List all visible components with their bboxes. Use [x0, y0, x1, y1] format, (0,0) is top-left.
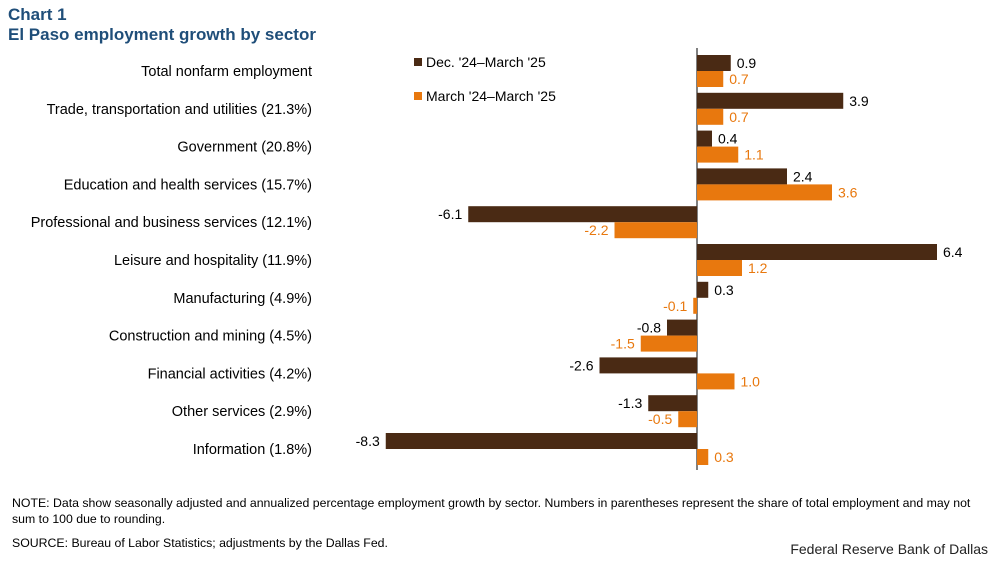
bar-dec-mar: [667, 319, 697, 336]
bar-yoy: [640, 335, 697, 352]
bar-yoy: [697, 146, 739, 163]
data-label-yoy: -0.5: [648, 411, 672, 427]
legend-swatch-yoy: [414, 92, 422, 100]
bar-yoy: [697, 449, 709, 465]
category-label: Government (20.8%): [177, 140, 312, 156]
chart-title: El Paso employment growth by sector: [8, 25, 316, 44]
bar-yoy: [697, 373, 735, 390]
category-label: Financial activities (4.2%): [148, 366, 312, 382]
bar-yoy: [697, 71, 724, 87]
bar-dec-mar: [385, 433, 697, 449]
data-label-yoy: 0.7: [729, 71, 749, 87]
data-label-yoy: -2.2: [584, 222, 608, 238]
publisher-credit: Federal Reserve Bank of Dallas: [790, 541, 988, 557]
bar-dec-mar: [697, 168, 787, 185]
category-label: Information (1.8%): [193, 442, 312, 458]
data-label-dec-mar: 0.4: [718, 131, 738, 147]
bar-yoy: [697, 184, 832, 201]
bar-dec-mar: [468, 206, 697, 223]
category-label: Trade, transportation and utilities (21.…: [47, 102, 312, 118]
data-label-yoy: -1.5: [611, 336, 635, 352]
data-label-dec-mar: -0.8: [637, 320, 661, 336]
data-label-yoy: 0.3: [714, 449, 734, 465]
category-label: Total nonfarm employment: [141, 64, 312, 80]
category-label: Manufacturing (4.9%): [173, 291, 312, 307]
bar-yoy: [697, 108, 724, 125]
bar-dec-mar: [697, 55, 731, 71]
legend-label-yoy: March '24–March '25: [426, 88, 556, 104]
chart-label: Chart 1: [8, 5, 67, 24]
category-label: Professional and business services (12.1…: [31, 215, 312, 231]
data-label-yoy: 3.6: [838, 184, 858, 200]
bar-yoy: [678, 411, 697, 428]
chart-source: SOURCE: Bureau of Labor Statistics; adju…: [12, 536, 388, 550]
data-label-dec-mar: 6.4: [943, 244, 963, 260]
bar-dec-mar: [648, 395, 697, 412]
data-label-yoy: 1.0: [741, 373, 761, 389]
bar-yoy: [697, 260, 742, 276]
data-label-dec-mar: 2.4: [793, 168, 813, 184]
bar-dec-mar: [599, 357, 697, 374]
bar-yoy: [693, 297, 697, 314]
data-label-dec-mar: -2.6: [569, 357, 593, 373]
category-label: Other services (2.9%): [172, 404, 312, 420]
legend-swatch-dec-mar: [414, 58, 422, 66]
data-label-dec-mar: 0.9: [737, 55, 757, 71]
data-label-dec-mar: 3.9: [849, 93, 869, 109]
data-label-yoy: -0.1: [663, 298, 687, 314]
chart-note: NOTE: Data show seasonally adjusted and …: [12, 496, 971, 526]
bar-yoy: [614, 222, 697, 239]
bar-dec-mar: [697, 281, 709, 298]
data-label-dec-mar: 0.3: [714, 282, 734, 298]
bar-dec-mar: [697, 244, 937, 260]
data-label-dec-mar: -1.3: [618, 395, 642, 411]
category-label: Construction and mining (4.5%): [109, 329, 312, 345]
legend-label-dec-mar: Dec. '24–March '25: [426, 54, 546, 70]
data-label-yoy: 1.2: [748, 260, 768, 276]
data-label-dec-mar: -6.1: [438, 206, 462, 222]
category-label: Leisure and hospitality (11.9%): [114, 253, 312, 269]
data-label-dec-mar: -8.3: [356, 433, 380, 449]
bar-dec-mar: [697, 130, 712, 147]
data-label-yoy: 0.7: [729, 109, 749, 125]
category-label: Education and health services (15.7%): [64, 177, 312, 193]
bar-dec-mar: [697, 92, 844, 109]
data-label-yoy: 1.1: [744, 147, 764, 163]
